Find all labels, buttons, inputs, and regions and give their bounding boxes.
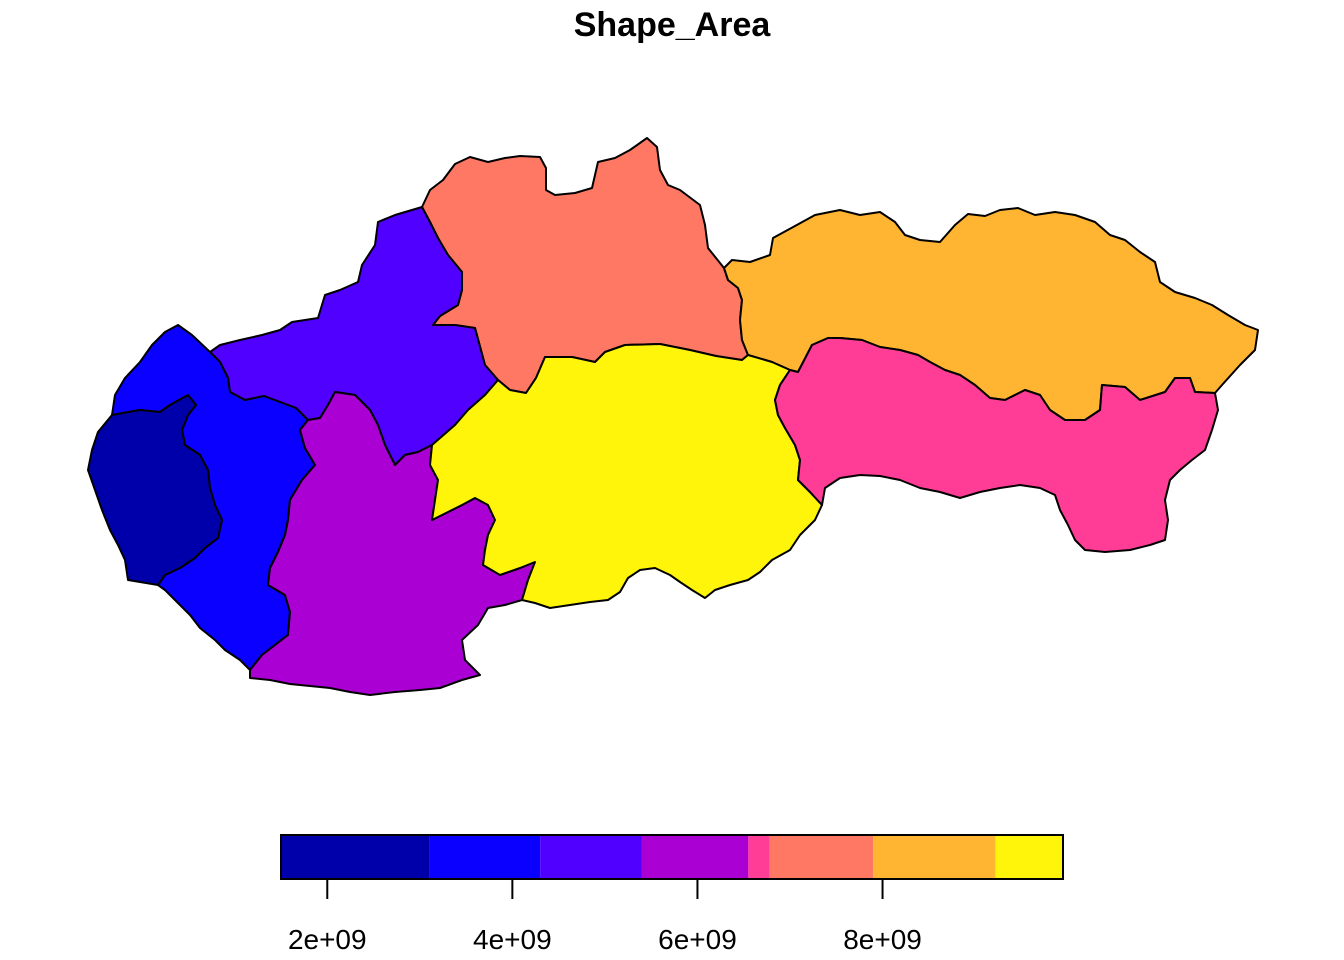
- legend-swatch: [995, 835, 1063, 879]
- region-kosice: [774, 337, 1219, 553]
- legend-swatch: [748, 835, 770, 879]
- legend-tick-label: 6e+09: [658, 924, 737, 955]
- legend-tick-label: 2e+09: [288, 924, 367, 955]
- region-banska-bystrica: [429, 343, 823, 609]
- map-title: Shape_Area: [574, 6, 772, 44]
- legend-swatch: [429, 835, 541, 879]
- regions: [87, 137, 1259, 696]
- legend-swatch: [540, 835, 642, 879]
- region-bratislava: [87, 394, 223, 586]
- legend-colorbar: 2e+09 4e+09 6e+09 8e+09: [280, 834, 1064, 955]
- legend-swatch: [769, 835, 874, 879]
- legend-tick-label: 4e+09: [473, 924, 552, 955]
- legend-swatch: [281, 835, 430, 879]
- legend-swatch: [641, 835, 749, 879]
- legend-ticks: 2e+09 4e+09 6e+09 8e+09: [288, 879, 922, 955]
- legend-swatch: [873, 835, 996, 879]
- legend-frame: [280, 834, 1064, 880]
- legend-tick-label: 8e+09: [843, 924, 922, 955]
- legend-swatches: [281, 835, 1063, 879]
- region-nitra: [249, 391, 536, 696]
